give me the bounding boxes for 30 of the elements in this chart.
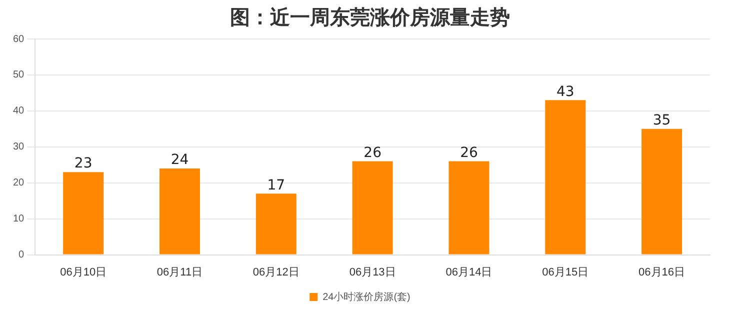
y-tick-label: 30 (13, 142, 25, 153)
data-label: 26 (460, 144, 478, 161)
data-label: 24 (170, 152, 189, 168)
bar (256, 194, 296, 254)
data-label: 35 (652, 112, 671, 129)
data-label: 17 (267, 177, 286, 194)
x-tick-label: 06月15日 (542, 266, 589, 278)
y-tick-label: 50 (13, 70, 25, 81)
chart-title: 图：近一周东莞涨价房源量走势 (229, 4, 511, 30)
bar (352, 161, 393, 254)
x-tick-label: 06月10日 (60, 266, 107, 278)
y-tick-label: 10 (13, 214, 25, 225)
y-tick-label: 20 (13, 178, 25, 189)
bar (642, 128, 682, 254)
bar (448, 161, 490, 254)
bar (545, 100, 586, 254)
y-tick-label: 0 (18, 250, 25, 261)
bar (159, 168, 200, 254)
x-tick-label: 06月16日 (638, 266, 686, 278)
x-tick-label: 06月12日 (252, 266, 300, 278)
data-label: 23 (74, 156, 92, 172)
y-tick-label: 40 (13, 106, 25, 117)
x-tick-label: 06月13日 (349, 266, 396, 278)
legend-label: 24小时涨价房源(套) (322, 290, 410, 303)
data-label: 43 (556, 84, 574, 100)
bar (63, 172, 104, 254)
x-tick-label: 06月14日 (446, 266, 492, 278)
x-tick-label: 06月11日 (156, 266, 203, 278)
y-tick-label: 60 (13, 34, 25, 45)
data-label: 26 (364, 144, 382, 161)
